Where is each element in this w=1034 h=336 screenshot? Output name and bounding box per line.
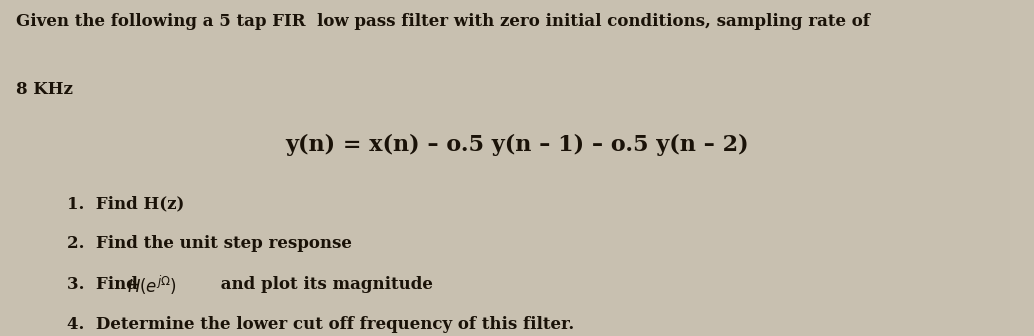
Text: Given the following a 5 tap FIR  low pass filter with zero initial conditions, s: Given the following a 5 tap FIR low pass… xyxy=(16,13,870,31)
Text: 2.  Find the unit step response: 2. Find the unit step response xyxy=(67,235,353,252)
Text: y(n) = x(n) – o.5 y(n – 1) – o.5 y(n – 2): y(n) = x(n) – o.5 y(n – 1) – o.5 y(n – 2… xyxy=(285,134,749,157)
Text: 1.  Find H(z): 1. Find H(z) xyxy=(67,195,185,212)
Text: 8 KHz: 8 KHz xyxy=(16,81,72,98)
Text: and plot its magnitude: and plot its magnitude xyxy=(215,276,433,293)
Text: $H(e^{j\Omega})$: $H(e^{j\Omega})$ xyxy=(127,274,177,297)
Text: 3.  Find: 3. Find xyxy=(67,276,150,293)
Text: 4.  Determine the lower cut off frequency of this filter.: 4. Determine the lower cut off frequency… xyxy=(67,316,575,333)
